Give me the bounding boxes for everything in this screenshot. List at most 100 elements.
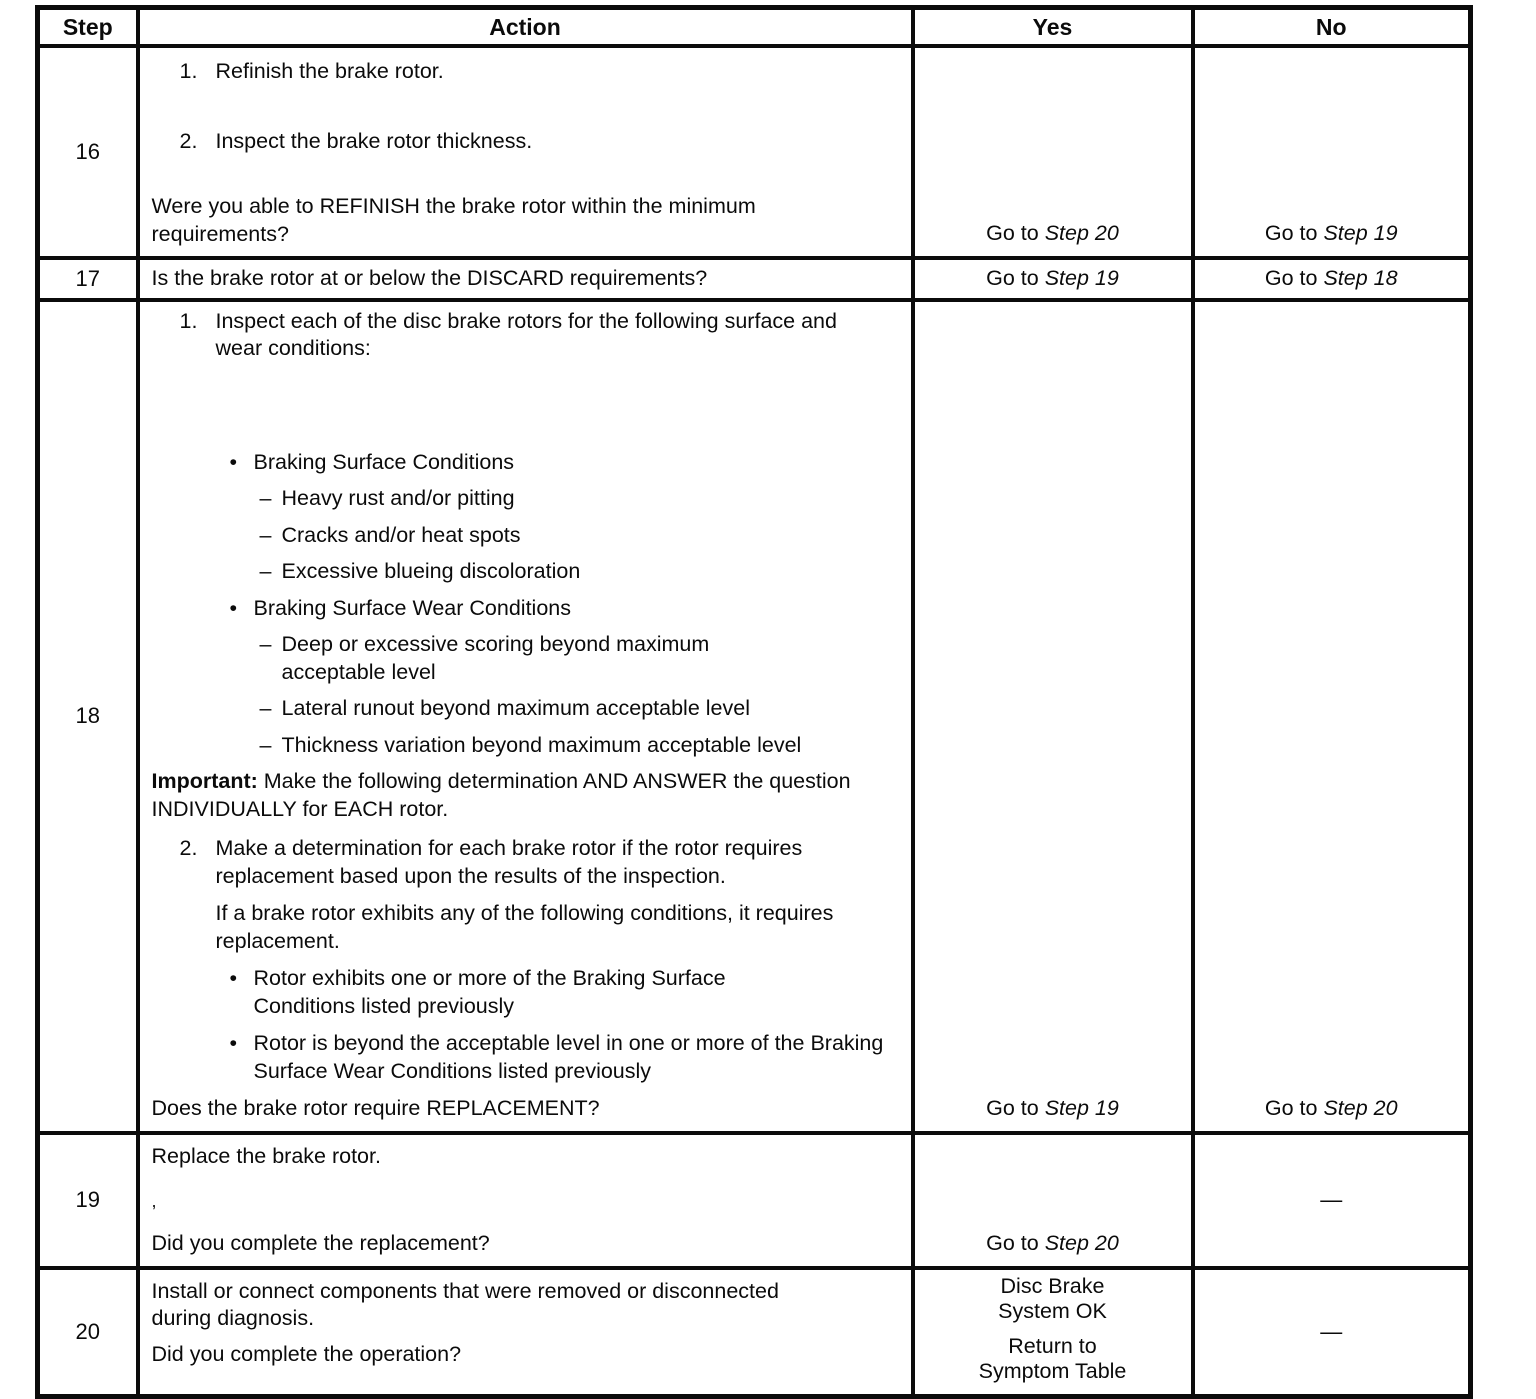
step-question: Did you complete the operation? (151, 1341, 462, 1366)
stray-mark: , (151, 1191, 157, 1212)
action-text: Install or connect components that were … (151, 1278, 779, 1331)
table-row-step-19: 19 Replace the brake rotor. , Did you co… (35, 1130, 1473, 1270)
action-item-2: 2. Inspect the brake rotor thickness. (152, 128, 901, 156)
goto-prefix: Go to (986, 221, 1045, 246)
bullet-item: • Braking Surface Conditions (152, 449, 901, 477)
item-number: 1. (179, 59, 198, 83)
sub-item-text: Lateral runout beyond maximum acceptable… (281, 696, 751, 721)
goto-prefix: Go to (986, 1095, 1045, 1120)
step-question: Were you able to REFINISH the brake roto… (151, 194, 756, 246)
step-number: 17 (35, 256, 140, 302)
no-action-dash: — (1320, 1318, 1343, 1344)
goto-prefix: Go to (1264, 221, 1324, 246)
action-cell: Install or connect components that were … (135, 1265, 915, 1399)
no-action-dash: — (1320, 1187, 1343, 1213)
item-text: Inspect the brake rotor thickness. (215, 128, 533, 153)
goto-target: Step 20 (1323, 1095, 1398, 1120)
goto-step-link: Go to Step 19 (1265, 221, 1398, 245)
action-text: Replace the brake rotor. (151, 1143, 381, 1168)
important-text: Make the following determination AND ANS… (151, 769, 851, 821)
goto-target: Step 19 (1044, 1095, 1119, 1120)
no-cell: Go to Step 18 (1190, 256, 1473, 302)
dash-marker: – (259, 696, 272, 721)
goto-step-link: Go to Step 19 (986, 266, 1119, 290)
sub-item: – Deep or excessive scoring beyond maxim… (152, 631, 901, 686)
goto-step-link: Go to Step 20 (986, 221, 1119, 245)
sub-item: – Cracks and/or heat spots (152, 522, 901, 550)
col-header-step: Step (35, 5, 140, 48)
action-item-1: 1. Inspect each of the disc brake rotors… (152, 308, 901, 363)
yes-result-line: System OK (998, 1298, 1107, 1323)
sub-item-text: Thickness variation beyond maximum accep… (281, 732, 802, 757)
bullet-text: Braking Surface Wear Conditions (253, 595, 571, 620)
bullet-marker: • (229, 966, 238, 991)
item-text: Inspect each of the disc brake rotors fo… (215, 308, 837, 361)
yes-cell: Disc Brake System OK Return to Symptom T… (910, 1265, 1195, 1399)
item-text: Refinish the brake rotor. (215, 59, 444, 83)
bullet-item: • Braking Surface Wear Conditions (152, 595, 901, 623)
bullet-marker: • (229, 1031, 238, 1056)
goto-target: Step 18 (1323, 266, 1398, 291)
goto-step-link: Go to Step 20 (986, 1231, 1119, 1255)
col-header-no: No (1190, 5, 1473, 48)
no-cell: — (1190, 1130, 1473, 1270)
yes-result-line: Disc Brake (1000, 1273, 1105, 1298)
no-cell: Go to Step 20 (1190, 297, 1473, 1135)
explanatory-paragraph: If a brake rotor exhibits any of the fol… (215, 901, 834, 953)
goto-prefix: Go to (986, 1230, 1045, 1255)
dash-marker: – (259, 522, 272, 547)
sub-item: – Lateral runout beyond maximum acceptab… (152, 695, 901, 723)
step-number: 20 (35, 1265, 140, 1399)
item-text: Make a determination for each brake roto… (215, 836, 803, 888)
yes-result-block: Disc Brake System OK (915, 1274, 1191, 1324)
goto-step-link: Go to Step 20 (1265, 1096, 1398, 1120)
action-cell: Is the brake rotor at or below the DISCA… (135, 256, 915, 302)
table-row-step-18: 18 1. Inspect each of the disc brake rot… (35, 297, 1473, 1135)
action-item-1: 1. Refinish the brake rotor. (152, 58, 901, 86)
goto-target: Step 19 (1323, 221, 1398, 246)
action-cell: 1. Inspect each of the disc brake rotors… (135, 297, 915, 1135)
conditions-list: • Braking Surface Conditions – Heavy rus… (152, 449, 901, 760)
step-question: Is the brake rotor at or below the DISCA… (151, 266, 708, 291)
sub-item-text: Heavy rust and/or pitting (281, 486, 515, 511)
sub-item-text: Deep or excessive scoring beyond maximum… (281, 632, 710, 684)
item-number: 1. (179, 308, 198, 333)
table-row-step-16: 16 1. Refinish the brake rotor. 2. Inspe… (35, 43, 1473, 261)
goto-prefix: Go to (1264, 266, 1324, 291)
goto-prefix: Go to (986, 266, 1045, 291)
sub-item: – Thickness variation beyond maximum acc… (152, 732, 901, 760)
yes-cell: Go to Step 19 (910, 297, 1195, 1135)
sub-item: – Heavy rust and/or pitting (152, 485, 901, 513)
document-sheet: Step Action Yes No 16 1. Refinish the br… (35, 5, 1473, 1399)
bullet-text: Rotor is beyond the acceptable level in … (253, 1031, 884, 1083)
sub-item-text: Excessive blueing discoloration (281, 559, 581, 584)
bullet-marker: • (229, 595, 238, 620)
yes-return-line: Symptom Table (978, 1358, 1127, 1383)
step-number: 18 (35, 297, 140, 1135)
step-number: 19 (35, 1130, 140, 1270)
sub-item-text: Cracks and/or heat spots (281, 522, 521, 547)
step-question: Does the brake rotor require REPLACEMENT… (151, 1096, 600, 1121)
no-cell: Go to Step 19 (1190, 43, 1473, 261)
yes-return-block: Return to Symptom Table (915, 1334, 1191, 1384)
yes-return-line: Return to (1008, 1333, 1097, 1358)
table-row-step-20: 20 Install or connect components that we… (35, 1265, 1473, 1399)
diagnostic-table: Step Action Yes No 16 1. Refinish the br… (35, 5, 1473, 1399)
col-header-yes: Yes (910, 5, 1195, 48)
step-question: Did you complete the replacement? (151, 1231, 490, 1256)
goto-step-link: Go to Step 18 (1265, 266, 1398, 290)
header-row: Step Action Yes No (35, 5, 1473, 48)
action-cell: Replace the brake rotor. , Did you compl… (135, 1130, 915, 1270)
col-header-action: Action (135, 5, 915, 48)
item-number: 2. (179, 836, 198, 861)
dash-marker: – (259, 632, 272, 657)
goto-step-link: Go to Step 19 (986, 1096, 1119, 1120)
dash-marker: – (259, 559, 272, 584)
bullet-text: Rotor exhibits one or more of the Brakin… (253, 966, 726, 1018)
yes-cell: Go to Step 20 (910, 43, 1195, 261)
important-note: Important: Make the following determinat… (152, 768, 900, 823)
no-cell: — (1190, 1265, 1473, 1399)
important-label: Important: (151, 769, 258, 794)
goto-prefix: Go to (1264, 1095, 1324, 1120)
goto-target: Step 19 (1044, 266, 1119, 291)
